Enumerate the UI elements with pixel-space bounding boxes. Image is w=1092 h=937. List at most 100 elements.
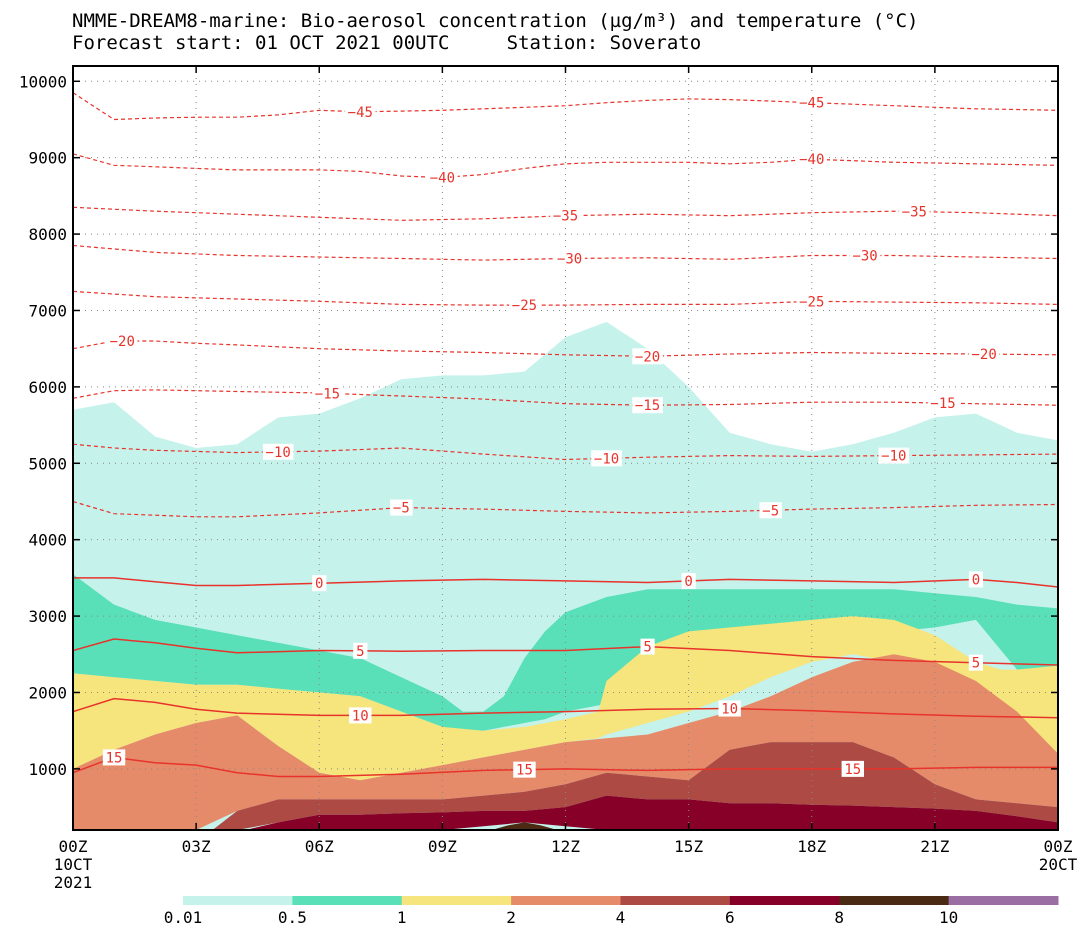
contour-label: −45 xyxy=(348,105,373,121)
x-tick-label: 00Z xyxy=(59,837,88,856)
colorbar-label: 10 xyxy=(939,908,958,927)
x-tick-label: 2021 xyxy=(54,873,93,892)
contour-label-bg xyxy=(349,707,372,724)
colorbar-swatch xyxy=(292,896,403,905)
y-tick-label: 10000 xyxy=(19,72,67,91)
contour-label: 15 xyxy=(516,763,533,779)
chart-subtitle: Forecast start: 01 OCT 2021 00UTC Statio… xyxy=(72,32,702,54)
contour-label-bg xyxy=(681,572,696,589)
contour-line--45 xyxy=(73,92,1058,121)
y-tick-label: 1000 xyxy=(28,760,67,779)
colorbar-swatch xyxy=(620,896,731,905)
contour-label-bg xyxy=(591,450,622,467)
contour-label: 5 xyxy=(356,644,364,660)
contour-label-bg xyxy=(640,638,655,655)
contour-label: −40 xyxy=(430,171,455,187)
contour-label-bg xyxy=(968,346,1000,363)
contour-label: −40 xyxy=(799,152,824,168)
contour-label: −20 xyxy=(110,334,135,350)
contour-label-bg xyxy=(427,169,458,186)
y-tick-label: 2000 xyxy=(28,683,67,702)
contour-label-bg xyxy=(849,247,881,264)
contour-line-10 xyxy=(73,697,1058,719)
contour-label-bg xyxy=(796,151,828,168)
colorbar-swatch xyxy=(401,896,512,905)
contour-label: −25 xyxy=(799,294,824,310)
contour-label: 15 xyxy=(844,762,861,778)
colorbar-swatch xyxy=(183,896,293,905)
contour-label: −10 xyxy=(266,445,291,461)
x-tick-label: 21Z xyxy=(920,837,949,856)
contour-label: −25 xyxy=(512,298,537,314)
contour-label-bg xyxy=(353,642,368,659)
contour-label-bg xyxy=(262,443,294,460)
y-tick-label: 7000 xyxy=(28,301,67,320)
colorbar-label: 1 xyxy=(397,908,407,927)
concentration-band-8 xyxy=(491,822,558,830)
contour-label: 5 xyxy=(972,656,980,672)
contour-label-bg xyxy=(968,654,984,671)
contour-label-bg xyxy=(878,447,910,464)
colorbar-label: 0.5 xyxy=(278,908,307,927)
concentration-fills xyxy=(73,321,1058,830)
colorbar-swatch xyxy=(511,896,621,905)
y-tick-label: 8000 xyxy=(28,225,67,244)
colorbar-swatch xyxy=(729,896,840,905)
chart-title: NMME-DREAM8-marine: Bio-aerosol concentr… xyxy=(72,10,919,32)
colorbar-label: 4 xyxy=(616,908,626,927)
contour-line--20 xyxy=(73,340,1058,357)
contour-label: −10 xyxy=(594,451,619,467)
contour-label-bg xyxy=(632,348,663,365)
contour-label-bg xyxy=(102,749,126,766)
contour-label: −10 xyxy=(881,449,906,465)
y-tick-label: 3000 xyxy=(28,607,67,626)
contour-label: −30 xyxy=(852,248,877,264)
contour-label: 10 xyxy=(721,702,738,718)
y-tick-label: 6000 xyxy=(28,378,67,397)
x-tick-label: 18Z xyxy=(797,837,826,856)
contour-line--15 xyxy=(73,389,1058,406)
contour-label: 0 xyxy=(684,574,692,590)
contour-label: 5 xyxy=(643,640,651,656)
grid-lines xyxy=(73,66,1058,830)
contour-label-bg xyxy=(927,395,959,412)
x-tick-label: 06Z xyxy=(305,837,334,856)
contour-label-bg xyxy=(513,761,536,778)
concentration-band-6 xyxy=(245,795,1058,830)
contour-label-bg xyxy=(550,207,581,224)
contour-label-bg xyxy=(509,297,540,314)
contour-label: 0 xyxy=(972,572,980,588)
x-tick-label: 00Z xyxy=(1044,837,1073,856)
contour-label: −20 xyxy=(971,347,996,363)
contour-label-bg xyxy=(899,203,930,220)
contour-label: −20 xyxy=(635,349,660,365)
contour-label-bg xyxy=(718,700,741,717)
y-axis: 1000200030004000500060007000800090001000… xyxy=(19,72,1058,779)
colorbar-label: 8 xyxy=(834,908,844,927)
contour-label: −35 xyxy=(902,205,927,221)
colorbar-label: 6 xyxy=(725,908,735,927)
contour-label-bg xyxy=(390,499,413,516)
contour-label-bg xyxy=(796,94,828,111)
colorbar-swatch xyxy=(948,896,1059,905)
x-tick-label: 03Z xyxy=(182,837,211,856)
x-tick-label: 15Z xyxy=(674,837,703,856)
contour-line--25 xyxy=(73,290,1058,306)
concentration-band-0.5 xyxy=(73,574,1058,731)
x-tick-label: 12Z xyxy=(551,837,580,856)
contour-label-bg xyxy=(968,571,984,588)
contour-label: 0 xyxy=(315,576,323,592)
contour-label-bg xyxy=(312,385,343,402)
contour-label: −15 xyxy=(930,396,955,412)
contour-label-bg xyxy=(344,103,376,120)
contour-label: −45 xyxy=(799,96,824,112)
x-tick-label: 10CT xyxy=(54,855,93,874)
contour-label: 15 xyxy=(106,750,123,766)
contour-line-5 xyxy=(73,638,1058,666)
contour-label: −5 xyxy=(393,501,410,517)
contour-label-bg xyxy=(554,250,585,267)
x-tick-label: 09Z xyxy=(428,837,457,856)
colorbar: 0.01 0.5 1 2 4 6 8 10 xyxy=(164,896,1059,927)
